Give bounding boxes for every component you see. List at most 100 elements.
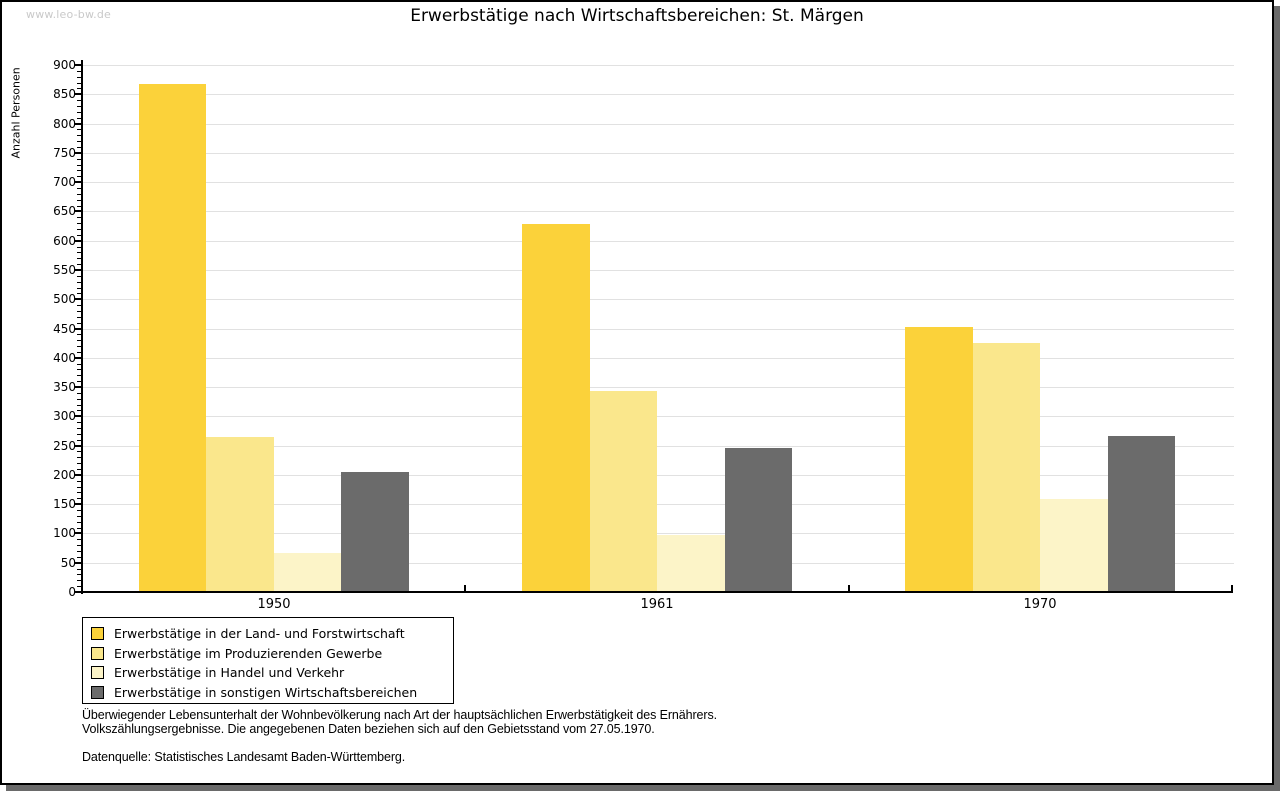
y-gridline — [82, 299, 1234, 300]
x-category-label: 1970 — [1023, 597, 1057, 612]
y-major-tick — [74, 591, 81, 593]
y-major-tick — [74, 269, 81, 271]
y-minor-tick — [77, 229, 81, 230]
y-major-tick — [74, 386, 81, 388]
y-minor-tick — [77, 159, 81, 160]
x-tick — [1231, 585, 1233, 591]
y-gridline — [82, 241, 1234, 242]
y-major-tick — [74, 474, 81, 476]
legend-swatch-produzierendes-gewerbe-icon — [91, 646, 104, 660]
y-minor-tick — [77, 311, 81, 312]
y-gridline — [82, 387, 1234, 388]
y-minor-tick — [77, 539, 81, 540]
chart-bar — [905, 326, 973, 592]
y-gridline — [82, 475, 1234, 476]
y-minor-tick — [77, 118, 81, 119]
y-minor-tick — [77, 305, 81, 306]
y-gridline — [82, 329, 1234, 330]
y-minor-tick — [77, 282, 81, 283]
y-major-tick — [74, 415, 81, 417]
y-minor-tick — [77, 235, 81, 236]
y-gridline — [82, 533, 1234, 534]
y-minor-tick — [77, 346, 81, 347]
y-tick-label: 200 — [53, 468, 76, 482]
y-tick-label: 550 — [53, 263, 76, 277]
y-tick-label: 850 — [53, 87, 76, 101]
y-tick-label: 0 — [68, 585, 76, 599]
y-major-tick — [74, 240, 81, 242]
y-minor-tick — [77, 247, 81, 248]
y-minor-tick — [77, 451, 81, 452]
y-gridline — [82, 182, 1234, 183]
legend-item: Erwerbstätige in sonstigen Wirtschaftsbe… — [91, 683, 453, 703]
y-minor-tick — [77, 364, 81, 365]
y-tick-label: 400 — [53, 351, 76, 365]
y-minor-tick — [77, 147, 81, 148]
y-minor-tick — [77, 264, 81, 265]
y-major-tick — [74, 503, 81, 505]
y-minor-tick — [77, 340, 81, 341]
y-tick-label: 700 — [53, 175, 76, 189]
y-minor-tick — [77, 77, 81, 78]
y-minor-tick — [77, 176, 81, 177]
plot-area: 0 50 100 150 200 250 300 350 400 450 500 550 600 650 7… — [2, 2, 1272, 783]
legend-label: Erwerbstätige in sonstigen Wirtschaftsbe… — [114, 684, 418, 700]
y-minor-tick — [77, 375, 81, 376]
y-gridline — [82, 270, 1234, 271]
chart-bar — [273, 552, 342, 592]
chart-bar — [972, 342, 1041, 592]
legend-swatch-land-forstwirtschaft-icon — [91, 627, 104, 641]
chart-bar — [1040, 499, 1108, 592]
y-minor-tick — [77, 129, 81, 130]
y-gridline — [82, 94, 1234, 95]
y-major-tick — [74, 181, 81, 183]
y-minor-tick — [77, 71, 81, 72]
y-minor-tick — [77, 410, 81, 411]
chart-bar — [657, 535, 725, 592]
y-minor-tick — [77, 498, 81, 499]
y-minor-tick — [77, 334, 81, 335]
legend-item: Erwerbstätige im Produzierenden Gewerbe — [91, 644, 453, 664]
y-major-tick — [74, 123, 81, 125]
y-gridline — [82, 211, 1234, 212]
legend-label: Erwerbstätige in der Land- und Forstwirt… — [114, 626, 405, 642]
y-minor-tick — [77, 323, 81, 324]
y-minor-tick — [77, 574, 81, 575]
y-minor-tick — [77, 200, 81, 201]
y-minor-tick — [77, 276, 81, 277]
y-minor-tick — [77, 352, 81, 353]
y-tick-label: 250 — [53, 439, 76, 453]
legend-item: Erwerbstätige in der Land- und Forstwirt… — [91, 624, 453, 644]
x-tick — [464, 585, 466, 591]
chart-bar — [724, 447, 792, 592]
y-minor-tick — [77, 188, 81, 189]
y-minor-tick — [77, 141, 81, 142]
y-minor-tick — [77, 170, 81, 171]
y-tick-label: 900 — [53, 58, 76, 72]
legend-swatch-handel-verkehr-icon — [91, 666, 104, 680]
y-minor-tick — [77, 100, 81, 101]
y-gridline — [82, 446, 1234, 447]
y-minor-tick — [77, 112, 81, 113]
y-minor-tick — [77, 586, 81, 587]
y-major-tick — [74, 328, 81, 330]
y-minor-tick — [77, 223, 81, 224]
y-minor-tick — [77, 422, 81, 423]
y-minor-tick — [77, 463, 81, 464]
y-minor-tick — [77, 194, 81, 195]
chart-bar — [206, 437, 274, 592]
chart-bar — [1107, 436, 1176, 592]
y-minor-tick — [77, 369, 81, 370]
chart-bar — [522, 224, 590, 592]
y-tick-label: 600 — [53, 234, 76, 248]
y-tick-label: 500 — [53, 292, 76, 306]
y-minor-tick — [77, 88, 81, 89]
y-gridline — [82, 124, 1234, 125]
y-tick-label: 450 — [53, 322, 76, 336]
y-minor-tick — [77, 258, 81, 259]
x-category-label: 1950 — [257, 597, 291, 612]
y-minor-tick — [77, 381, 81, 382]
y-minor-tick — [77, 293, 81, 294]
y-tick-label: 100 — [53, 526, 76, 540]
